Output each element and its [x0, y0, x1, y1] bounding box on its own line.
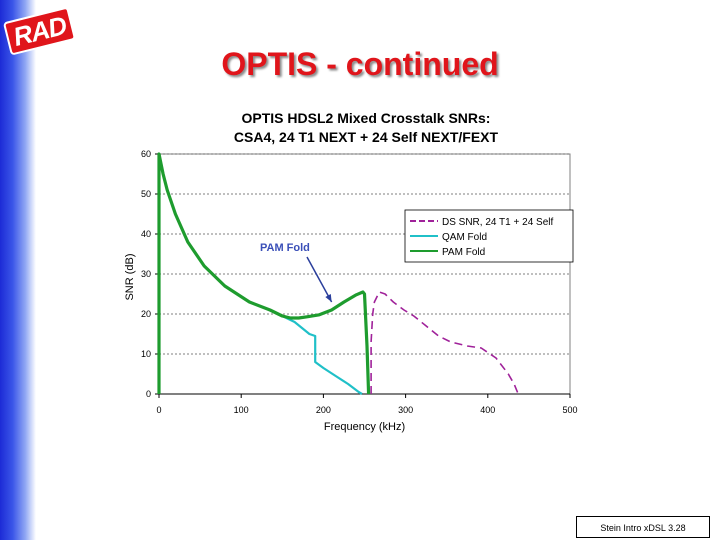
- chart-title: OPTIS HDSL2 Mixed Crosstalk SNRs: CSA4, …: [150, 109, 582, 147]
- y-tick-label: 0: [146, 389, 151, 399]
- legend-label: PAM Fold: [442, 247, 485, 258]
- slide-footer: Stein Intro xDSL 3.28: [576, 516, 710, 538]
- series-line-pam-fold: [157, 152, 371, 395]
- slide-side-bar: [0, 0, 36, 540]
- y-tick-label: 60: [141, 149, 151, 159]
- series-line-ds-snr-24-t1-24-self: [370, 291, 519, 395]
- x-tick-label: 400: [480, 405, 495, 415]
- x-tick-label: 200: [316, 405, 331, 415]
- legend-label: DS SNR, 24 T1 + 24 Self: [442, 217, 553, 228]
- chart-title-line-1: OPTIS HDSL2 Mixed Crosstalk SNRs:: [241, 110, 491, 126]
- y-tick-label: 50: [141, 189, 151, 199]
- chart-title-line-2: CSA4, 24 T1 NEXT + 24 Self NEXT/FEXT: [233, 129, 499, 145]
- y-tick-label: 30: [141, 269, 151, 279]
- x-tick-label: 500: [562, 405, 577, 415]
- y-tick-label: 10: [141, 349, 151, 359]
- annotation-arrow: [306, 256, 333, 303]
- x-tick-label: 100: [234, 405, 249, 415]
- x-axis-label: Frequency (kHz): [324, 421, 405, 433]
- annotation-pam-fold: PAM Fold: [260, 242, 310, 254]
- legend-label: QAM Fold: [442, 232, 487, 243]
- annotation-arrowhead: [325, 294, 332, 302]
- y-axis-label: SNR (dB): [124, 253, 136, 300]
- y-tick-label: 40: [141, 229, 151, 239]
- slide-title: OPTIS - continued: [221, 46, 499, 82]
- x-tick-label: 0: [156, 405, 161, 415]
- y-tick-label: 20: [141, 309, 151, 319]
- x-tick-label: 300: [398, 405, 413, 415]
